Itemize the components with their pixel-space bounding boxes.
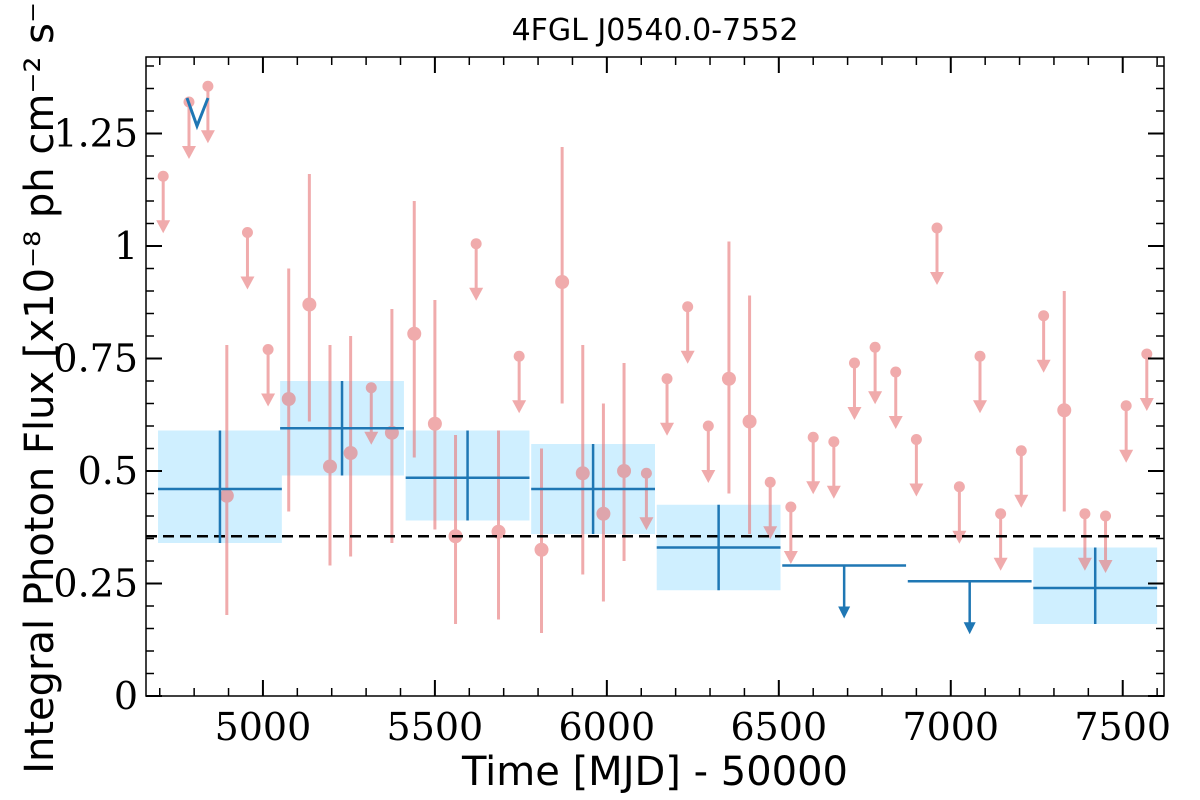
long-bin-upper-limit-arrow [838,606,851,619]
short-bin-upper-limit-marker [890,366,902,378]
short-bin-upper-limit-marker [828,436,840,448]
plot-frame [145,56,1165,697]
x-tick-label: 7000 [902,705,999,749]
short-bin-upper-limit-arrow [888,416,903,429]
short-bin-upper-limit-arrow [512,400,527,414]
short-bin-point [281,392,296,406]
x-tick-label: 5500 [387,705,484,749]
short-bin-upper-limit-marker [513,350,525,362]
y-tick-label: 1 [114,224,138,268]
short-bin-upper-limit-arrow [1139,398,1154,411]
short-bin-upper-limit-arrow [868,391,883,405]
long-bin-upper-limit-arrow [963,622,976,635]
short-bin-upper-limit-arrow [763,526,778,540]
y-tick-label: 0.75 [53,337,138,381]
short-bin-upper-limit-marker [365,382,377,394]
short-bin-upper-limit-marker [931,222,943,234]
short-bin-upper-limit-marker [157,170,169,182]
short-bin-point [742,414,757,429]
short-bin-point [721,371,736,386]
y-axis-label: Integral Photon Flux [x10⁻⁸ ph cm⁻² s⁻¹] [17,0,63,774]
short-bin-upper-limit-arrow [200,130,215,144]
short-bin-upper-limit-arrow [1014,494,1029,508]
y-tick-label: 0.5 [78,449,138,493]
short-bin-point [302,297,317,312]
short-bin-upper-limit-marker [1038,310,1050,322]
short-bin-point [427,416,442,431]
short-bin-upper-limit-marker [241,227,253,238]
plot-area: 5000 5500 6000 6500 7000 7500 0 0.25 0.5 0.75 1 1.2… [53,56,1171,749]
x-tick-label: 6000 [558,705,655,749]
short-bin-upper-limit-marker [785,501,797,513]
short-bin-upper-limit-marker [682,301,694,313]
short-bin-upper-limit-marker [1100,510,1112,522]
short-bin-upper-limit-marker [1120,400,1132,412]
short-bin-point [617,464,632,478]
short-bin-point [407,326,422,341]
short-bin-point [322,459,337,474]
short-bin-upper-limit-marker [702,420,714,432]
short-bin-upper-limit-marker [910,434,922,445]
short-bin-upper-limit-arrow [783,551,798,564]
short-bin-upper-limit-arrow [1077,557,1092,571]
short-bin-upper-limit-arrow [1036,359,1051,373]
short-bin-upper-limit-arrow [826,485,841,499]
short-bin-upper-limit-arrow [806,481,821,495]
short-bin-upper-limit-arrow [909,483,924,497]
short-bin-series [156,80,1154,633]
short-bin-point [555,275,570,289]
short-bin-upper-limit-marker [470,238,482,250]
short-bin-point [596,506,611,521]
short-bin-upper-limit-arrow [364,431,379,445]
short-bin-point [1057,403,1072,418]
short-bin-upper-limit-arrow [701,470,716,483]
short-bin-upper-limit-marker [974,350,986,362]
short-bin-upper-limit-arrow [660,422,675,436]
short-bin-upper-limit-marker [869,341,881,353]
x-tick-label: 5000 [215,705,312,749]
y-tick-label: 0 [114,674,138,718]
short-bin-upper-limit-arrow [680,350,695,364]
short-bin-upper-limit-arrow [973,400,988,414]
short-bin-upper-limit-arrow [181,146,196,159]
short-bin-upper-limit-arrow [930,272,945,285]
short-bin-upper-limit-marker [262,344,274,355]
short-bin-upper-limit-marker [764,476,776,488]
short-bin-upper-limit-arrow [240,276,255,290]
short-bin-upper-limit-marker [640,467,652,479]
short-bin-upper-limit-marker [1141,348,1153,360]
blue-v-marker [185,97,210,131]
x-axis-label: Time [MJD] - 50000 [461,749,848,795]
short-bin-upper-limit-marker [995,508,1007,520]
short-bin-upper-limit-marker [953,481,965,493]
short-bin-upper-limit-marker [202,80,214,92]
short-bin-upper-limit-arrow [993,557,1008,571]
short-bin-upper-limit-arrow [156,220,171,234]
chart-title: 4FGL J0540.0-7552 [512,13,799,48]
short-bin-upper-limit-arrow [639,517,654,531]
short-bin-upper-limit-arrow [469,287,484,301]
short-bin-upper-limit-arrow [952,530,967,544]
y-tick-label: 0.25 [53,562,138,606]
x-tick-label: 6500 [730,705,827,749]
short-bin-upper-limit-marker [1015,445,1027,457]
short-bin-upper-limit-arrow [847,407,862,420]
short-bin-upper-limit-marker [807,431,819,443]
y-tick-label: 1.25 [53,112,138,156]
x-tick-label: 7500 [1074,705,1171,749]
short-bin-upper-limit-marker [1079,508,1091,520]
short-bin-point [575,466,590,481]
short-bin-point [343,446,358,460]
short-bin-point [534,542,549,557]
short-bin-upper-limit-arrow [1098,560,1113,573]
short-bin-upper-limit-marker [848,357,860,369]
short-bin-upper-limit-arrow [261,393,276,407]
short-bin-upper-limit-arrow [1119,449,1134,463]
short-bin-upper-limit-marker [661,373,673,385]
short-bin-point [219,488,234,503]
